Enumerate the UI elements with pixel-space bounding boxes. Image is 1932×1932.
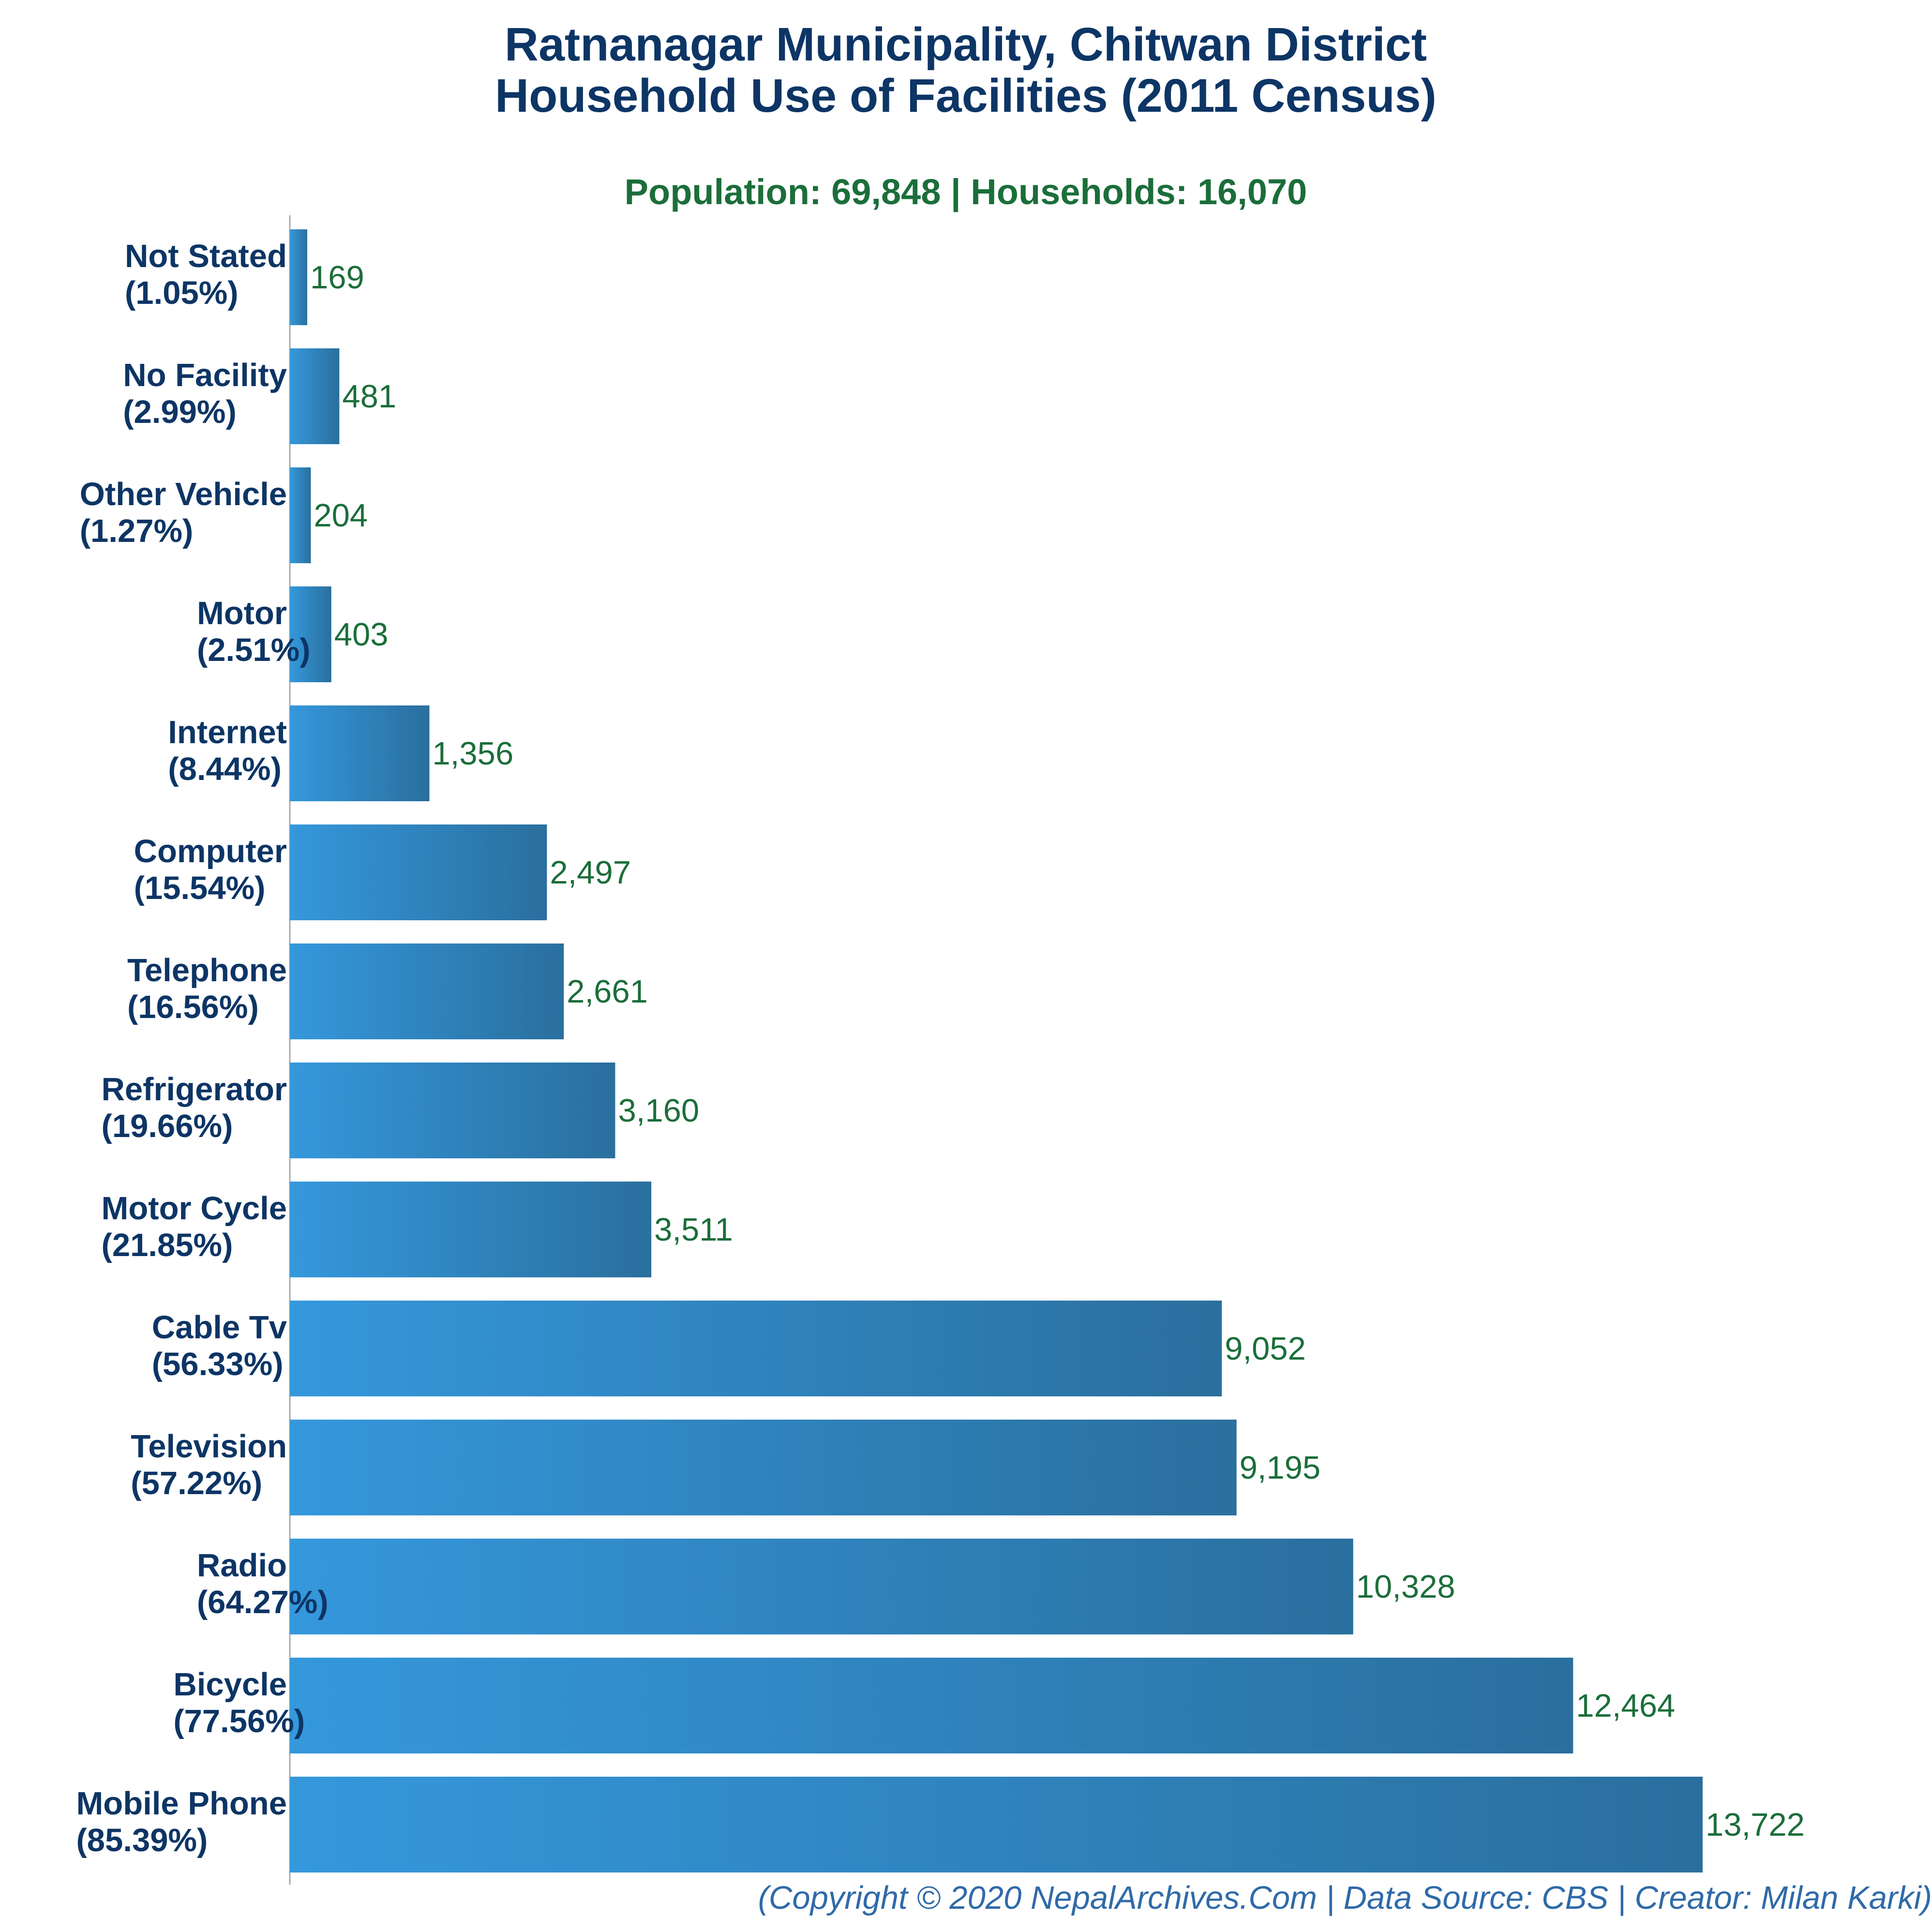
percent-label-television: (57.22%) — [131, 1465, 262, 1501]
bar-internet — [290, 705, 430, 801]
bar-radio — [290, 1539, 1353, 1634]
chart-title-line1: Ratnanagar Municipality, Chitwan Distric… — [505, 18, 1427, 71]
value-label-not-stated: 169 — [310, 259, 364, 296]
value-label-computer: 2,497 — [550, 854, 631, 891]
percent-label-mobile-phone: (85.39%) — [76, 1822, 208, 1858]
category-label-telephone: Telephone — [127, 952, 287, 988]
percent-label-motor: (2.51%) — [197, 632, 311, 668]
percent-label-other-vehicle: (1.27%) — [80, 513, 194, 549]
value-label-motor-cycle: 3,511 — [654, 1212, 733, 1248]
value-label-other-vehicle: 204 — [314, 497, 368, 534]
category-label-radio: Radio — [197, 1547, 287, 1584]
percent-label-bicycle: (77.56%) — [173, 1703, 305, 1739]
bar-motor — [290, 586, 331, 682]
category-label-television: Television — [131, 1428, 287, 1465]
value-label-television: 9,195 — [1240, 1450, 1321, 1486]
bar-mobile-phone — [290, 1777, 1703, 1872]
percent-label-computer: (15.54%) — [134, 870, 266, 906]
bar-television — [290, 1420, 1237, 1515]
percent-label-cable-tv: (56.33%) — [152, 1346, 284, 1382]
bar-bicycle — [290, 1658, 1573, 1753]
category-label-no-facility: No Facility — [123, 357, 287, 393]
value-label-no-facility: 481 — [342, 378, 396, 415]
bar-refrigerator — [290, 1063, 615, 1158]
category-label-motor: Motor — [197, 595, 287, 631]
bar-not-stated — [290, 229, 307, 325]
category-label-refrigerator: Refrigerator — [102, 1071, 287, 1108]
bar-computer — [290, 824, 547, 920]
percent-label-telephone: (16.56%) — [127, 989, 259, 1025]
category-label-computer: Computer — [134, 833, 287, 869]
bar-motor-cycle — [290, 1182, 652, 1277]
category-label-mobile-phone: Mobile Phone — [76, 1785, 287, 1822]
percent-label-radio: (64.27%) — [197, 1584, 329, 1620]
bar-no-facility — [290, 348, 340, 444]
bars-group: 169 Not Stated(1.05%) 481 No Facility(2.99%… — [76, 229, 1805, 1872]
value-label-motor: 403 — [334, 616, 389, 653]
chart-title-line2: Household Use of Facilities (2011 Census… — [495, 69, 1437, 122]
category-label-bicycle: Bicycle — [173, 1666, 287, 1703]
bar-telephone — [290, 944, 564, 1039]
category-label-internet: Internet — [168, 714, 287, 750]
value-label-telephone: 2,661 — [567, 973, 648, 1010]
value-label-mobile-phone: 13,722 — [1706, 1807, 1805, 1843]
percent-label-not-stated: (1.05%) — [125, 275, 239, 311]
category-label-motor-cycle: Motor Cycle — [102, 1190, 287, 1227]
value-label-radio: 10,328 — [1356, 1569, 1455, 1605]
bar-other-vehicle — [290, 467, 311, 563]
bar-cable-tv — [290, 1301, 1222, 1396]
chart-footer: (Copyright © 2020 NepalArchives.Com | Da… — [758, 1880, 1932, 1917]
category-label-cable-tv: Cable Tv — [152, 1309, 287, 1346]
percent-label-refrigerator: (19.66%) — [102, 1108, 233, 1144]
percent-label-internet: (8.44%) — [168, 751, 282, 787]
value-label-cable-tv: 9,052 — [1225, 1331, 1306, 1367]
value-label-internet: 1,356 — [433, 735, 514, 772]
value-label-refrigerator: 3,160 — [618, 1093, 699, 1129]
percent-label-no-facility: (2.99%) — [123, 394, 237, 430]
value-label-bicycle: 12,464 — [1576, 1688, 1675, 1724]
category-label-other-vehicle: Other Vehicle — [80, 476, 287, 512]
category-label-not-stated: Not Stated — [125, 238, 287, 274]
chart-subtitle: Population: 69,848 | Households: 16,070 — [625, 172, 1307, 212]
percent-label-motor-cycle: (21.85%) — [102, 1227, 233, 1263]
